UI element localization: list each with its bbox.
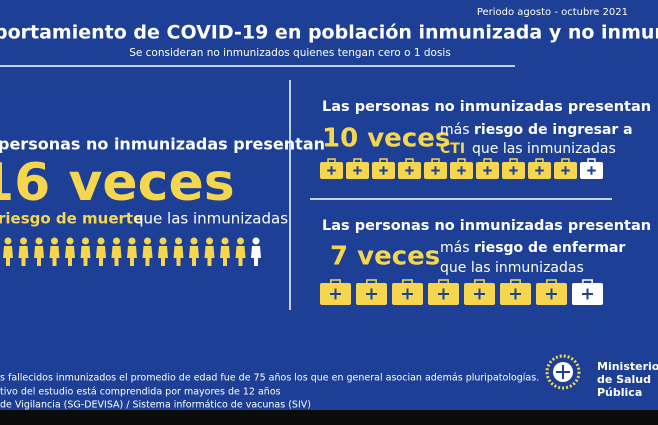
logo-emblem [545, 354, 581, 390]
kit-icon [500, 279, 531, 305]
factor: 7 veces [330, 242, 440, 272]
person-icon [251, 237, 261, 266]
kit-icons [320, 158, 603, 179]
risk: riesgo de muerte [0, 210, 143, 228]
kit-icon [356, 279, 387, 305]
person-icon [49, 237, 60, 266]
person-icon [65, 237, 75, 266]
note: s fallecidos inmunizados el promedio de … [0, 373, 539, 384]
person-icon [111, 237, 122, 266]
person-icon [235, 237, 246, 266]
logo-text: Pública [597, 386, 642, 399]
kit-icon [554, 158, 577, 179]
kit-icon [580, 158, 603, 179]
text: que las inmunizadas [440, 260, 584, 276]
kit-icon [528, 158, 551, 179]
rest: que las inmunizadas [134, 210, 288, 228]
text: riesgo de enfermar [474, 240, 625, 256]
person-icon [127, 237, 137, 266]
note: de Vigilancia (SG-DEVISA) / Sistema info… [0, 400, 311, 411]
factor: 16 veces [0, 153, 235, 213]
person-icon [18, 237, 29, 266]
kit-icon [346, 158, 369, 179]
kit-icon [424, 158, 447, 179]
kit-icon [476, 158, 499, 179]
person-icon [142, 237, 153, 266]
title: portamiento de COVID-19 en población inm… [0, 22, 658, 44]
person-icon [3, 237, 13, 266]
person-icon [96, 237, 106, 266]
person-icon [220, 237, 230, 266]
person-icon [189, 237, 199, 266]
text: que las inmunizadas [472, 141, 616, 157]
intro: Las personas no inmunizadas presentan [322, 218, 651, 234]
kit-icon [392, 279, 423, 305]
text: riesgo de ingresar a [474, 122, 633, 138]
bottom-strip [0, 410, 658, 425]
intro: Las personas no inmunizadas presentan [322, 99, 651, 115]
person-icon [80, 237, 91, 266]
period: Periodo agosto - octubre 2021 [477, 7, 628, 18]
logo-text: Ministerio [597, 360, 658, 373]
kit-icon [398, 158, 421, 179]
kit-icon [428, 279, 459, 305]
person-icon [34, 237, 44, 266]
intro: personas no inmunizadas presentan [0, 135, 325, 154]
kit-icon [372, 158, 395, 179]
kit-icons [320, 279, 603, 305]
kit-icon [320, 279, 351, 305]
kit-icon [464, 279, 495, 305]
person-icon [204, 237, 215, 266]
text: más [440, 122, 470, 138]
note: tivo del estudio está comprendida por ma… [0, 387, 281, 398]
text: más [440, 240, 470, 256]
kit-icon [320, 158, 343, 179]
people-icons [3, 237, 261, 266]
logo-text: de Salud [597, 373, 651, 386]
person-icon [173, 237, 184, 266]
subtitle: Se consideran no inmunizados quienes ten… [129, 47, 451, 59]
text: CTI [440, 141, 465, 157]
kit-icon [450, 158, 473, 179]
kit-icon [502, 158, 525, 179]
factor: 10 veces [322, 124, 450, 154]
kit-icon [536, 279, 567, 305]
person-icon [158, 237, 168, 266]
kit-icon [572, 279, 603, 305]
